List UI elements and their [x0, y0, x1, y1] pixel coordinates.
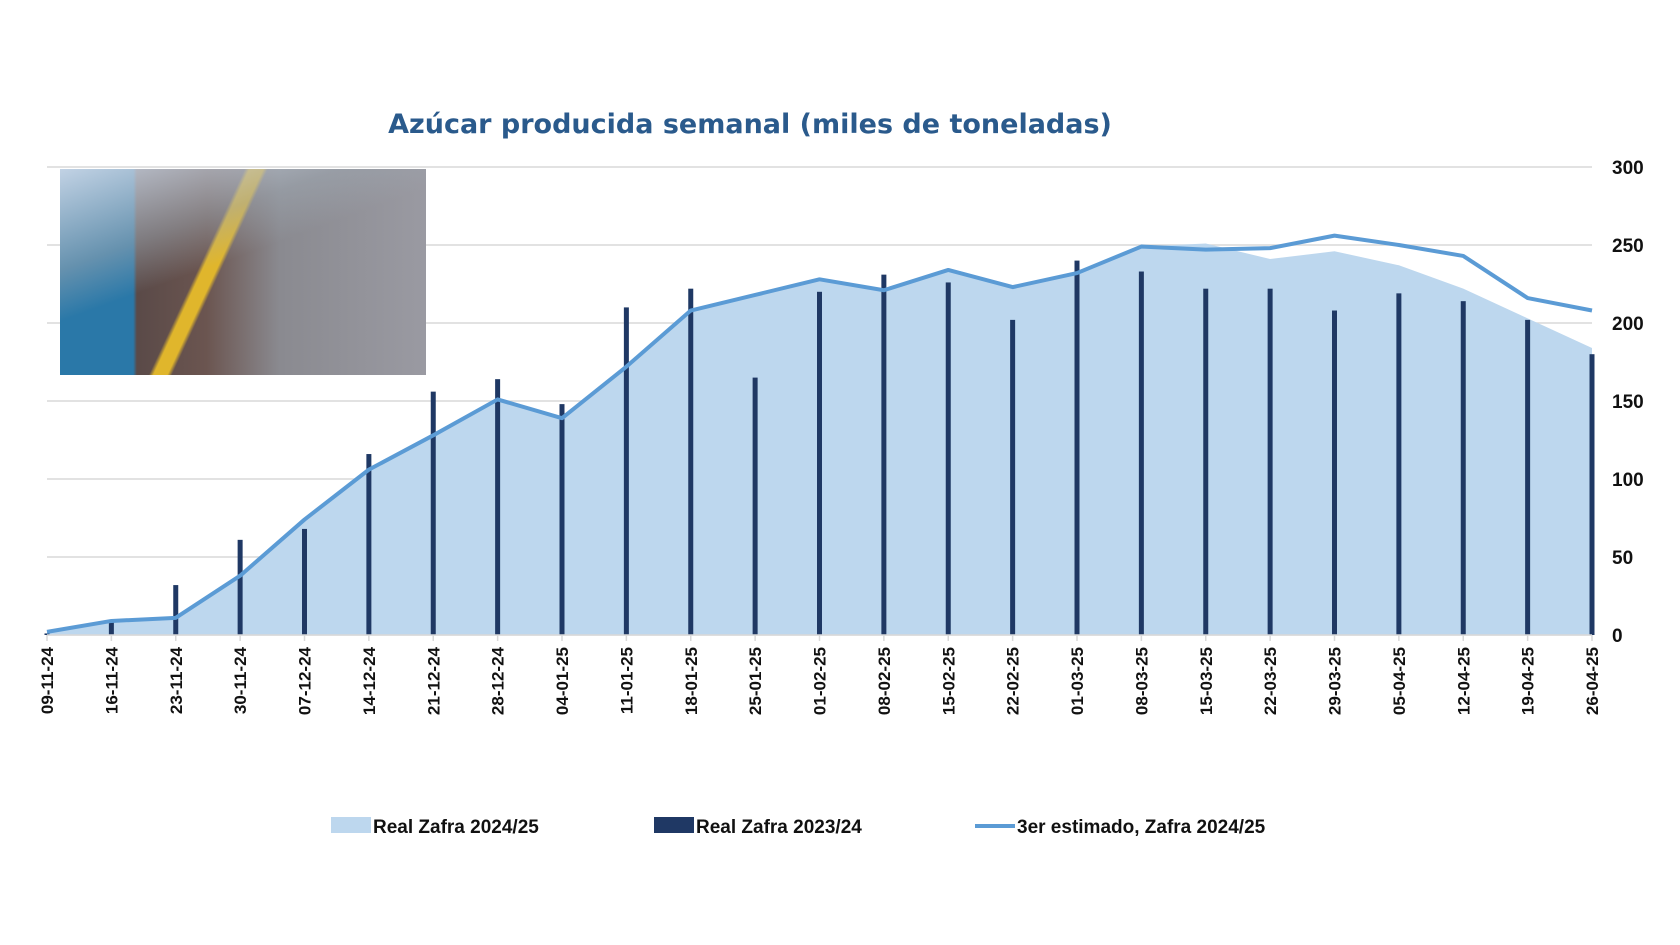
- bar: [1138, 271, 1144, 635]
- x-tick-label: 28-12-24: [489, 646, 508, 715]
- x-tick-label: 01-02-25: [811, 647, 830, 715]
- bar: [623, 307, 629, 635]
- x-tick-label: 07-12-24: [296, 646, 315, 715]
- x-tick-label: 01-03-25: [1068, 647, 1087, 715]
- legend-item-real-2023-24: Real Zafra 2023/24: [654, 817, 862, 838]
- x-tick-label: 22-03-25: [1261, 647, 1280, 715]
- bar: [1332, 310, 1337, 635]
- chart-title: Azúcar producida semanal (miles de tonel…: [388, 109, 1112, 140]
- bar: [752, 377, 758, 635]
- bar: [1267, 288, 1273, 635]
- bar: [559, 404, 565, 635]
- x-tick-label: 18-01-25: [682, 647, 701, 715]
- legend-item-3er-estimado: 3er estimado, Zafra 2024/25: [975, 817, 1266, 838]
- bar: [688, 288, 694, 635]
- bar: [1010, 319, 1016, 635]
- legend-label: 3er estimado, Zafra 2024/25: [1017, 817, 1266, 838]
- y-tick-label: 250: [1612, 236, 1644, 257]
- bar: [430, 391, 436, 635]
- legend-swatch: [654, 817, 694, 833]
- bar: [495, 379, 501, 635]
- line-3er-estimado: [46, 233, 1593, 634]
- x-tick-label: 15-03-25: [1197, 647, 1216, 715]
- x-tick-label: 22-02-25: [1004, 647, 1023, 715]
- bars-real-zafra-2023-24: [44, 260, 1595, 635]
- bar: [881, 274, 887, 635]
- y-tick-label: 0: [1612, 626, 1623, 647]
- legend-item-real-2024-25: Real Zafra 2024/25: [331, 817, 539, 838]
- legend: Real Zafra 2024/25 Real Zafra 2023/24 3e…: [331, 817, 1266, 838]
- x-tick-label: 08-03-25: [1132, 647, 1151, 715]
- bar: [237, 539, 243, 635]
- x-tick-label: 19-04-25: [1519, 647, 1538, 715]
- y-tick-label: 50: [1612, 548, 1633, 569]
- sugar-mill-photo: [60, 169, 426, 375]
- y-tick-label: 150: [1612, 392, 1644, 413]
- x-tick-label: 05-04-25: [1390, 647, 1409, 715]
- bar: [1589, 354, 1595, 635]
- y-tick-label: 100: [1612, 470, 1644, 491]
- x-axis: 09-11-24 16-11-24 23-11-24 30-11-24 07-12-24…: [38, 635, 1602, 715]
- y-tick-label: 200: [1612, 314, 1644, 335]
- bar: [1074, 260, 1080, 635]
- bar: [173, 585, 179, 635]
- x-tick-label: 29-03-25: [1326, 647, 1345, 715]
- x-tick-label: 21-12-24: [424, 646, 443, 715]
- x-tick-label: 14-12-24: [360, 646, 379, 715]
- bar: [108, 620, 114, 635]
- x-tick-label: 09-11-24: [38, 646, 57, 714]
- y-axis: 0 50 100 150 200 250 300: [1612, 158, 1644, 647]
- x-tick-label: 23-11-24: [167, 646, 186, 714]
- bar: [945, 282, 951, 635]
- x-tick-label: 11-01-25: [617, 647, 636, 714]
- bar: [1396, 293, 1402, 635]
- bar: [44, 633, 50, 635]
- y-tick-label: 300: [1612, 158, 1644, 179]
- legend-swatch: [331, 817, 371, 833]
- bar: [302, 528, 307, 635]
- x-tick-label: 15-02-25: [939, 647, 958, 715]
- x-tick-label: 04-01-25: [553, 647, 572, 715]
- legend-label: Real Zafra 2024/25: [373, 817, 539, 838]
- x-tick-label: 26-04-25: [1583, 647, 1602, 715]
- bar: [817, 291, 822, 635]
- bar: [1203, 288, 1209, 635]
- legend-label: Real Zafra 2023/24: [696, 817, 862, 838]
- bar: [1525, 319, 1531, 635]
- x-tick-label: 30-11-24: [231, 646, 250, 714]
- x-tick-label: 12-04-25: [1454, 647, 1473, 715]
- x-tick-label: 25-01-25: [746, 647, 765, 715]
- x-tick-label: 16-11-24: [102, 646, 121, 714]
- bar: [1460, 301, 1466, 635]
- x-tick-label: 08-02-25: [875, 647, 894, 715]
- bar: [366, 454, 372, 635]
